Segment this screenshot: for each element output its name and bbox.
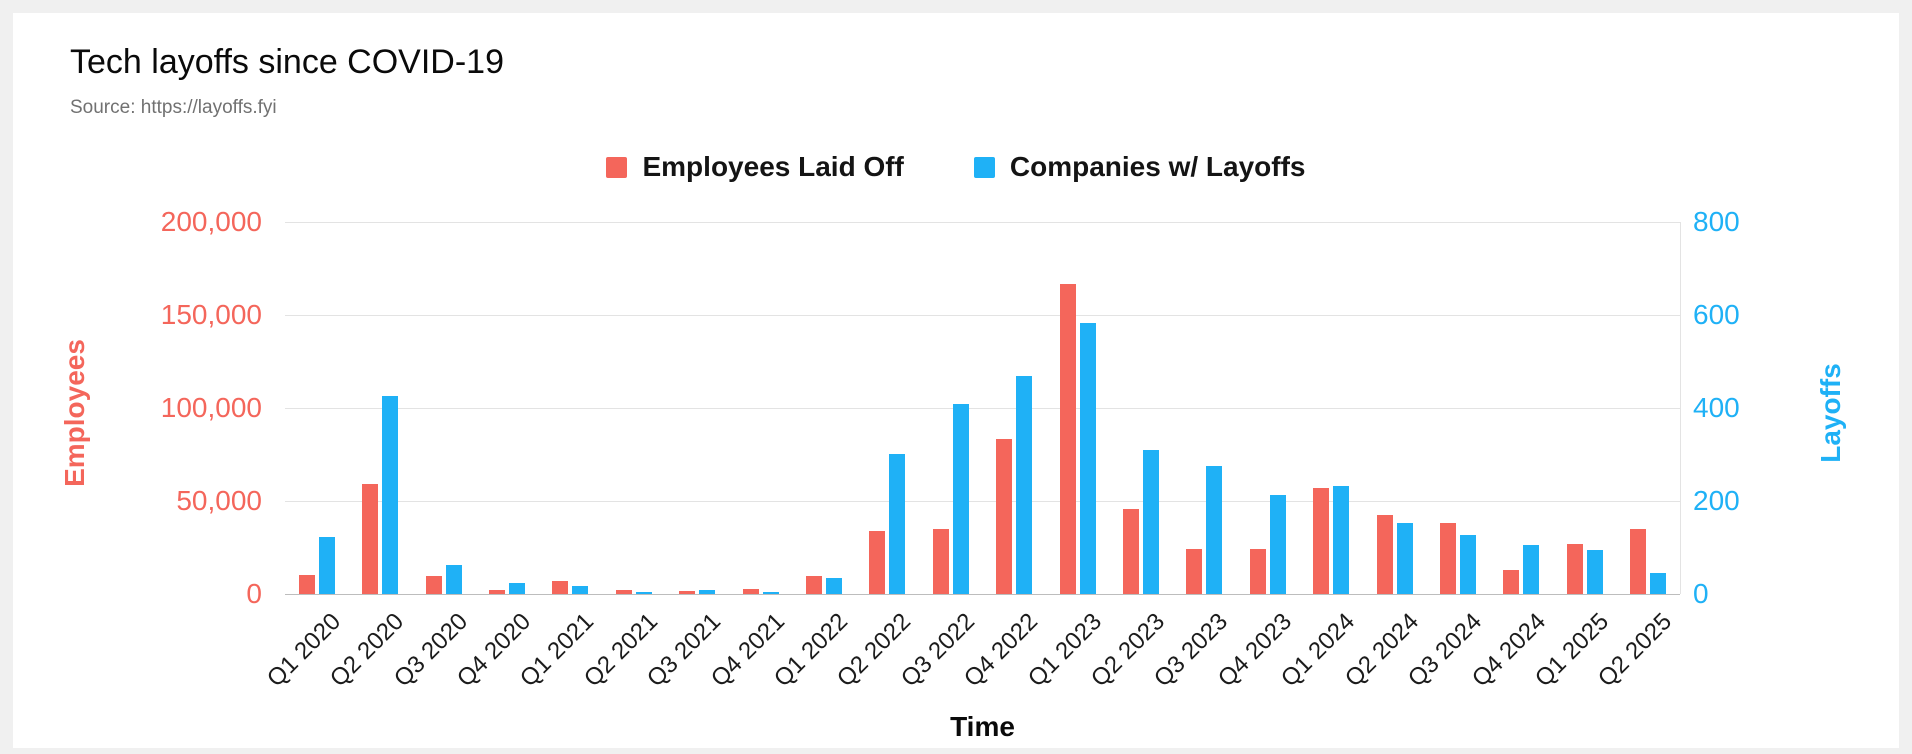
companies-bar <box>699 590 716 594</box>
right-axis-tick-label: 400 <box>1693 392 1740 423</box>
companies-bar <box>1523 545 1540 594</box>
companies-bar <box>1143 450 1160 594</box>
companies-bar <box>508 582 525 594</box>
legend-item-companies: Companies w/ Layoffs <box>973 151 1306 183</box>
right-axis-tick-labels: 0 200 400 600 800 <box>1693 206 1853 609</box>
bar-group <box>539 222 602 594</box>
companies-bar <box>572 585 589 594</box>
companies-bar <box>1333 485 1350 594</box>
employees-bar <box>615 590 632 594</box>
bar-group <box>1553 222 1616 594</box>
bar-group <box>475 222 538 594</box>
employees-bar <box>1059 284 1076 594</box>
left-axis-tick-label: 50,000 <box>176 485 262 516</box>
legend-label-employees: Employees Laid Off <box>642 151 904 182</box>
right-axis-tick-label: 800 <box>1693 206 1740 237</box>
bar-group <box>1109 222 1172 594</box>
left-axis-tick-label: 200,000 <box>160 206 262 237</box>
bar-group <box>983 222 1046 594</box>
employees-bar <box>742 589 759 594</box>
right-axis-tick-label: 600 <box>1693 299 1740 330</box>
employees-bar <box>805 575 822 594</box>
bar-group <box>665 222 728 594</box>
companies-bar <box>635 591 652 594</box>
gridline <box>285 221 1680 223</box>
companies-bar <box>1460 535 1477 594</box>
companies-bar <box>318 536 335 594</box>
companies-bar <box>382 396 399 594</box>
employees-bar <box>1313 488 1330 594</box>
bar-group <box>729 222 792 594</box>
gridline <box>285 407 1680 409</box>
left-axis-tick-labels: 0 50,000 100,000 150,000 200,000 <box>13 206 262 609</box>
employees-bar <box>1440 523 1457 594</box>
employees-bar <box>1123 508 1140 594</box>
employees-bar <box>1630 529 1647 594</box>
legend-label-companies: Companies w/ Layoffs <box>1009 151 1306 182</box>
employees-bar <box>298 575 315 594</box>
companies-bar <box>952 403 969 594</box>
chart-title: Tech layoffs since COVID-19 <box>70 43 504 81</box>
chart-source: Source: https://layoffs.fyi <box>70 97 277 118</box>
employees-bar <box>552 580 569 594</box>
companies-bar <box>762 591 779 594</box>
employees-bar <box>425 575 442 594</box>
companies-bar <box>1650 573 1667 594</box>
x-axis-title: Time <box>950 711 1015 742</box>
employees-bar <box>1503 569 1520 594</box>
bar-group <box>1363 222 1426 594</box>
chart-card: Tech layoffs since COVID-19 Source: http… <box>13 13 1899 748</box>
companies-bar <box>825 578 842 594</box>
employees-bar <box>1186 548 1203 594</box>
bar-group <box>1236 222 1299 594</box>
left-axis-tick-label: 100,000 <box>160 392 262 423</box>
bar-group <box>1046 222 1109 594</box>
legend-swatch-employees-icon <box>606 156 628 178</box>
bar-group <box>1426 222 1489 594</box>
legend-swatch-companies-icon <box>973 156 995 178</box>
axis-baseline <box>285 593 1680 595</box>
employees-bar <box>488 590 505 594</box>
bar-group <box>1490 222 1553 594</box>
companies-bar <box>1586 550 1603 594</box>
bar-group <box>285 222 348 594</box>
bar-group <box>1300 222 1363 594</box>
bar-group <box>919 222 982 594</box>
employees-bar <box>1249 548 1266 594</box>
employees-bar <box>1376 514 1393 594</box>
companies-bar <box>1079 323 1096 594</box>
gridline <box>285 500 1680 502</box>
bar-group <box>856 222 919 594</box>
companies-bar <box>445 564 462 594</box>
bar-group <box>1617 222 1680 594</box>
employees-bar <box>362 484 379 594</box>
companies-bar <box>889 454 906 594</box>
employees-bar <box>996 439 1013 594</box>
bar-group <box>412 222 475 594</box>
companies-bar <box>1396 523 1413 594</box>
employees-bar <box>1566 544 1583 594</box>
companies-bar <box>1206 466 1223 594</box>
legend: Employees Laid Off Companies w/ Layoffs <box>13 151 1899 183</box>
gridline <box>285 314 1680 316</box>
employees-bar <box>932 529 949 594</box>
plot-area <box>285 221 1681 595</box>
bar-group <box>602 222 665 594</box>
bar-group <box>1173 222 1236 594</box>
legend-item-employees: Employees Laid Off <box>606 151 904 183</box>
employees-bar <box>679 591 696 594</box>
companies-bar <box>1269 495 1286 594</box>
bar-group <box>792 222 855 594</box>
companies-bar <box>1016 375 1033 594</box>
left-axis-tick-label: 150,000 <box>160 299 262 330</box>
right-axis-tick-label: 200 <box>1693 485 1740 516</box>
bar-group <box>348 222 411 594</box>
right-axis-tick-label: 0 <box>1693 578 1709 609</box>
left-axis-tick-label: 0 <box>246 578 262 609</box>
employees-bar <box>869 530 886 594</box>
